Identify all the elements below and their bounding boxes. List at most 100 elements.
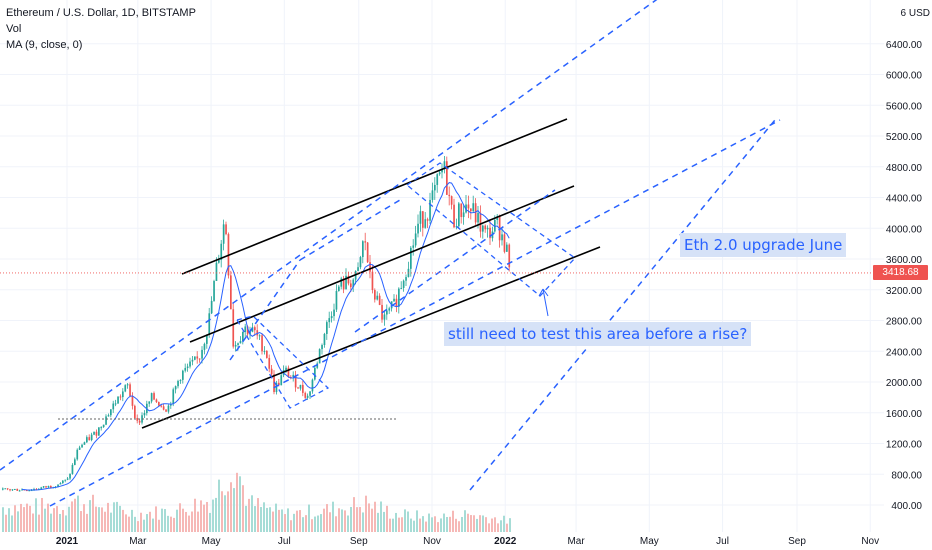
volume-bar [185,511,187,532]
candle-body [484,225,487,230]
volume-bar [8,508,10,532]
candle-body [28,490,31,492]
time-tick-label: Mar [567,536,585,547]
candle-body [431,190,434,200]
volume-bar [443,513,445,532]
candle-body [14,488,16,490]
volume-bar [275,503,277,532]
time-tick-label: Sep [788,536,806,547]
volume-bar [362,512,364,532]
candle-body [270,368,273,375]
candle-body [57,484,59,487]
candle-body [83,442,86,445]
volume-bar [410,518,412,532]
candle-body [6,488,9,490]
candle-body [230,275,232,310]
volume-bar [377,512,379,532]
candle-body [42,486,45,488]
volume-bar [221,491,223,532]
candle-body [4,488,7,490]
candle-body [69,473,71,479]
candle-body [71,464,74,474]
volume-bar [137,521,139,532]
volume-bar [434,516,436,532]
volume-bar [260,507,262,532]
volume-bar [176,509,178,532]
candle-body [374,290,376,300]
candle-body [242,332,244,341]
candle-body [50,485,52,488]
volume-bar [419,518,421,532]
volume-bar [404,509,406,532]
candle-body [410,247,412,269]
volume-bar [446,516,448,532]
price-tick-label: 6400.00 [886,40,923,51]
candle-body [191,359,194,362]
candle-body [364,241,367,243]
volume-bar [212,499,214,532]
legend-symbol[interactable]: Ethereum / U.S. Dollar, 1D, BITSTAMP [6,7,196,19]
candle-body [328,318,331,323]
candle-body [249,331,251,335]
volume-bar [461,516,463,532]
candle-body [443,161,446,170]
volume-bar [479,515,481,532]
candle-body [102,424,105,428]
candle-body [160,405,163,407]
volume-bar [326,504,328,532]
candle-body [460,203,463,218]
volume-bar [170,516,172,532]
volume-bar [80,511,82,532]
volume-bar [458,521,460,532]
volume-bar [305,515,307,532]
candle-body [40,487,43,490]
candle-body [393,298,395,302]
volume-bar [173,517,175,532]
candle-body [429,199,431,221]
upgrade-annotation[interactable]: Eth 2.0 upgrade June [680,233,847,257]
candle-body [376,295,379,300]
volume-bar [149,511,151,532]
candle-body [285,367,287,370]
volume-bar [413,520,415,532]
candle-body [112,403,115,410]
candle-body [450,196,453,205]
volume-bar [407,511,409,532]
candle-body [422,211,424,228]
volume-bar [335,516,337,532]
drawings [0,0,884,507]
candle-body [292,374,295,378]
candle-body [258,335,261,337]
candle-body [220,243,223,260]
candle-body [357,267,359,271]
volume-bar [104,511,106,532]
volume-bar [482,515,484,532]
time-tick-label: Jul [278,536,291,547]
volume-bar [224,495,226,532]
volume-bar [506,523,508,532]
volume-bar [452,510,454,532]
time-tick-label: Nov [861,536,879,547]
candle-body [318,349,321,364]
volume-bar [215,497,217,532]
volume-bar [383,511,385,532]
trend-line [0,0,658,471]
candle-body [210,300,213,314]
candle-body [477,212,479,223]
volume-bar [350,506,352,532]
time-tick-label: 2021 [56,536,79,547]
candle-body [47,485,50,488]
legend-volume[interactable]: Vol [6,23,22,35]
candle-body [194,356,196,360]
test-area-annotation[interactable]: still need to test this area before a ri… [444,322,752,346]
candle-body [119,396,122,398]
volume-bar [35,498,37,532]
volume-bar [269,507,271,532]
volume-bar [44,508,46,532]
volume-bar [389,518,391,532]
candle-body [26,490,28,492]
volume-bar [107,502,109,532]
legend-ma[interactable]: MA (9, close, 0) [6,39,83,51]
candle-body [261,335,263,352]
